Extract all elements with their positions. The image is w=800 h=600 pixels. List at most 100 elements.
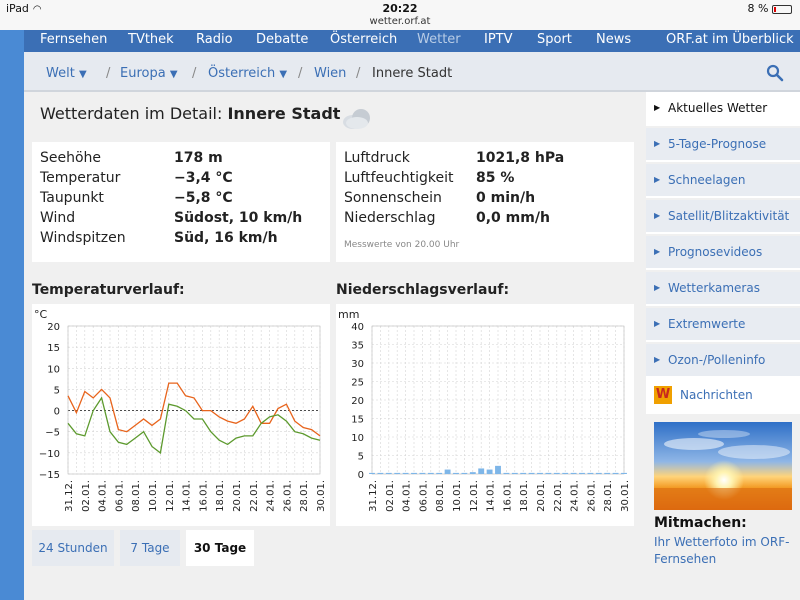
x-tick-label: 14.01. (182, 480, 193, 512)
nav-fernsehen[interactable]: Fernsehen (40, 32, 108, 47)
y-tick-label: −15 (39, 470, 60, 481)
sidebar-item-extremwerte[interactable]: ▶ Extremwerte (646, 308, 800, 342)
sidebar-item-5-tage-prognose[interactable]: ▶ 5-Tage-Prognose (646, 128, 800, 162)
nav-news[interactable]: News (596, 32, 632, 47)
precipitation-bar (436, 472, 443, 474)
precipitation-bar (528, 472, 535, 474)
nav-debatte[interactable]: Debatte (256, 32, 309, 47)
y-tick-label: 30 (351, 359, 364, 370)
x-tick-label: 10.01. (148, 480, 159, 512)
values-panel-right: Luftdruck 1021,8 hPa Luftfeuchtigkeit 85… (336, 142, 634, 262)
precipitation-bar (377, 472, 384, 474)
x-tick-label: 22.01. (249, 480, 260, 512)
y-tick-label: 20 (351, 396, 364, 407)
y-tick-label: 35 (351, 341, 364, 352)
address-bar[interactable]: wetter.orf.at (369, 16, 431, 27)
cloud-icon (343, 109, 370, 129)
precipitation-bar (478, 468, 485, 474)
sidebar-item-aktuelles-wetter[interactable]: ▶ Aktuelles Wetter (646, 92, 800, 126)
values-panel-left: Seehöhe 178 m Temperatur −3,4 °C Taupunk… (32, 142, 330, 262)
left-edge (0, 30, 24, 600)
x-tick-label: 16.01. (198, 480, 209, 512)
chevron-down-icon: ▼ (78, 69, 87, 80)
promo-heading: Mitmachen: (654, 515, 747, 531)
label-temperatur: Temperatur (40, 170, 121, 186)
x-tick-label: 10.01. (452, 480, 463, 512)
arrow-right-icon: ▶ (654, 247, 661, 256)
sidebar-item-schneelagen[interactable]: ▶ Schneelagen (646, 164, 800, 198)
precipitation-bar (385, 472, 392, 474)
nav-iptv[interactable]: IPTV (484, 32, 513, 47)
sidebar-item-wetterkameras[interactable]: ▶ Wetterkameras (646, 272, 800, 306)
tab-24-stunden[interactable]: 24 Stunden (32, 530, 114, 566)
location-name: Innere Stadt (227, 104, 341, 123)
y-tick-label: 10 (47, 364, 60, 375)
crumb-oesterreich[interactable]: Österreich ▼ (208, 66, 288, 81)
nav-oesterreich[interactable]: Österreich (330, 32, 398, 47)
crumb-innere-stadt: Innere Stadt (372, 66, 453, 81)
device-label: iPad ◠ (6, 2, 42, 15)
precipitation-bar (369, 472, 375, 474)
y-tick-label: 10 (351, 433, 364, 444)
temperature-chart: °C 20 15 10 5 0 −5 −10 −15 31.12. 02.01. 04.01. 06.0… (32, 304, 330, 526)
temperature-chart-title: Temperaturverlauf: (32, 282, 185, 298)
precipitation-bar (495, 465, 501, 474)
promo-link[interactable]: Ihr Wetterfoto im ORF-Fernsehen (654, 535, 790, 566)
nav-tvthek[interactable]: TVthek (128, 32, 174, 47)
precipitation-bar (427, 472, 434, 474)
x-tick-label: 24.01. (570, 480, 581, 512)
precipitation-bar (402, 472, 409, 474)
label-sonnenschein: Sonnenschein (344, 190, 442, 206)
x-tick-label: 31.12. (368, 480, 379, 512)
x-tick-label: 18.01. (215, 480, 226, 512)
value-niederschlag: 0,0 mm/h (476, 210, 550, 226)
arrow-right-icon: ▶ (654, 211, 661, 220)
nav-radio[interactable]: Radio (196, 32, 233, 47)
top-navigation: Fernsehen TVthek Radio Debatte Österreic… (24, 30, 800, 52)
temperature-chart-svg: °C20 15 10 5 0 −5 −10 −15 31.12. 02.01. 04.01. 06.0… (34, 308, 327, 512)
search-icon[interactable] (766, 64, 784, 82)
x-tick-label: 31.12. (64, 480, 75, 512)
y-tick-label: 0 (54, 407, 60, 418)
x-tick-label: 08.01. (435, 480, 446, 512)
arrow-right-icon: ▶ (654, 283, 661, 292)
x-tick-label: 26.01. (586, 480, 597, 512)
nav-orf-overview[interactable]: ORF.at im Überblick (666, 32, 794, 47)
x-tick-label: 04.01. (402, 480, 413, 512)
crumb-wien[interactable]: Wien (314, 66, 347, 81)
precipitation-bar (579, 472, 585, 474)
x-tick-label: 24.01. (266, 480, 277, 512)
precipitation-bar (453, 472, 459, 474)
sidebar-item-nachrichten[interactable]: W Nachrichten (646, 378, 800, 414)
y-axis-unit: °C (34, 308, 48, 321)
y-tick-label: −10 (39, 449, 60, 460)
nav-wetter[interactable]: Wetter (417, 32, 461, 47)
nav-sport[interactable]: Sport (537, 32, 572, 47)
y-tick-label: 25 (351, 378, 364, 389)
x-tick-label: 16.01. (502, 480, 513, 512)
precipitation-bar (511, 472, 518, 474)
tab-30-tage[interactable]: 30 Tage (186, 530, 254, 566)
sidebar-item-prognosevideos[interactable]: ▶ Prognosevideos (646, 236, 800, 270)
crumb-welt[interactable]: Welt ▼ (46, 66, 87, 81)
crumb-europa[interactable]: Europa ▼ (120, 66, 178, 81)
value-temperatur: −3,4 °C (174, 170, 233, 186)
crumb-separator: / (192, 66, 197, 81)
value-taupunkt: −5,8 °C (174, 190, 233, 206)
tab-7-tage[interactable]: 7 Tage (120, 530, 180, 566)
sunset-photo[interactable] (654, 422, 792, 510)
precipitation-bar (570, 472, 577, 474)
sidebar-item-satellit[interactable]: ▶ Satellit/Blitzaktivität (646, 200, 800, 234)
crumb-separator: / (356, 66, 361, 81)
sidebar-item-ozon-polleninfo[interactable]: ▶ Ozon-/Polleninfo (646, 344, 800, 378)
value-wind: Südost, 10 km/h (174, 210, 303, 226)
precipitation-bar (419, 472, 426, 474)
precipitation-bar (394, 472, 401, 474)
value-windspitzen: Süd, 16 km/h (174, 230, 278, 246)
value-luftfeuchtigkeit: 85 % (476, 170, 515, 186)
precipitation-bar (537, 472, 543, 474)
label-luftdruck: Luftdruck (344, 150, 410, 166)
x-tick-label: 06.01. (114, 480, 125, 512)
y-axis-unit: mm (338, 308, 359, 321)
precipitation-bar (621, 472, 627, 474)
